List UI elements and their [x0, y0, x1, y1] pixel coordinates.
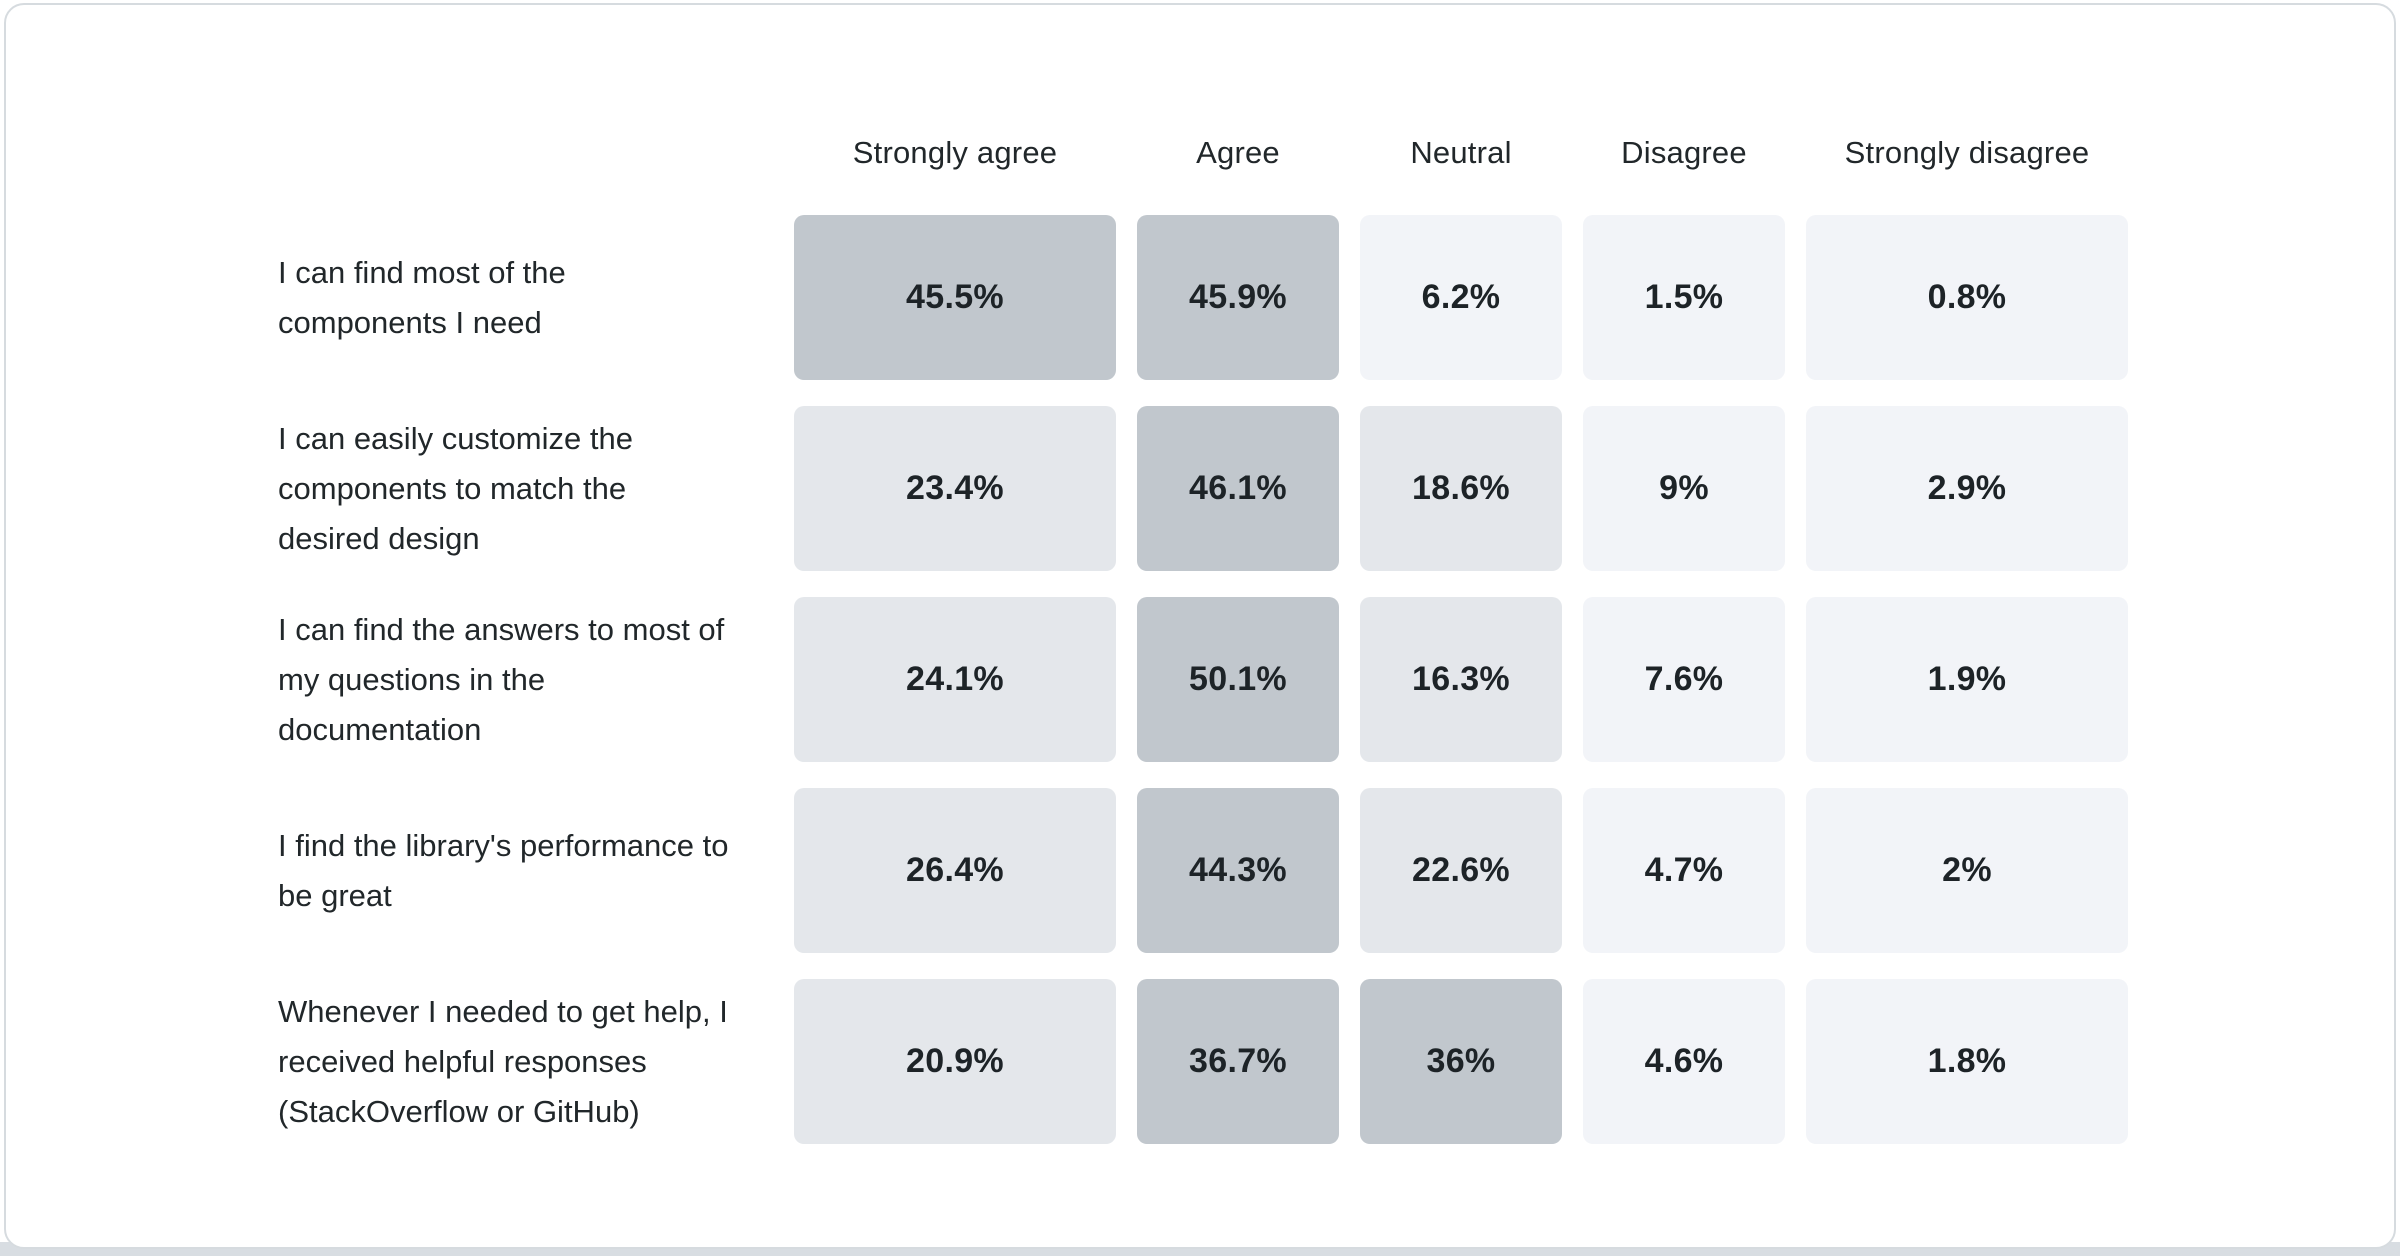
heatmap-cell: 16.3% — [1360, 597, 1562, 762]
heatmap-cell: 9% — [1583, 406, 1785, 571]
corner-spacer — [278, 117, 773, 189]
survey-results-card: Strongly agree Agree Neutral Disagree Strong… — [4, 3, 2396, 1249]
heatmap-cell: 26.4% — [794, 788, 1116, 953]
heatmap-cell: 36% — [1360, 979, 1562, 1144]
heatmap-cell: 4.6% — [1583, 979, 1785, 1144]
heatmap-cell: 2% — [1806, 788, 2128, 953]
heatmap-cell: 1.5% — [1583, 215, 1785, 380]
column-header: Agree — [1196, 135, 1280, 170]
heatmap-cell: 24.1% — [794, 597, 1116, 762]
heatmap-cell: 1.9% — [1806, 597, 2128, 762]
heatmap-cell: 1.8% — [1806, 979, 2128, 1144]
heatmap-cell: 0.8% — [1806, 215, 2128, 380]
column-header: Strongly agree — [852, 135, 1058, 170]
heatmap-cell: 18.6% — [1360, 406, 1562, 571]
heatmap-cell: 20.9% — [794, 979, 1116, 1144]
heatmap-cell: 6.2% — [1360, 215, 1562, 380]
row-label: I find the library's performance to be g… — [278, 827, 729, 913]
heatmap-cell: 45.9% — [1137, 215, 1339, 380]
row-label: I can easily customize the components to… — [278, 420, 633, 556]
heatmap-cell: 2.9% — [1806, 406, 2128, 571]
column-header: Disagree — [1621, 135, 1747, 170]
heatmap-cell: 7.6% — [1583, 597, 1785, 762]
survey-heatmap: Strongly agree Agree Neutral Disagree Strong… — [278, 117, 2128, 1144]
heatmap-cell: 45.5% — [794, 215, 1116, 380]
heatmap-cell: 50.1% — [1137, 597, 1339, 762]
heatmap-cell: 4.7% — [1583, 788, 1785, 953]
heatmap-cell: 44.3% — [1137, 788, 1339, 953]
heatmap-cell: 36.7% — [1137, 979, 1339, 1144]
heatmap-cell: 23.4% — [794, 406, 1116, 571]
row-label: I can find the answers to most of my que… — [278, 611, 725, 747]
row-label: Whenever I needed to get help, I receive… — [278, 993, 728, 1129]
column-header: Neutral — [1410, 135, 1512, 170]
column-header: Strongly disagree — [1844, 135, 2090, 170]
row-label: I can find most of the components I need — [278, 254, 566, 340]
heatmap-cell: 22.6% — [1360, 788, 1562, 953]
heatmap-cell: 46.1% — [1137, 406, 1339, 571]
